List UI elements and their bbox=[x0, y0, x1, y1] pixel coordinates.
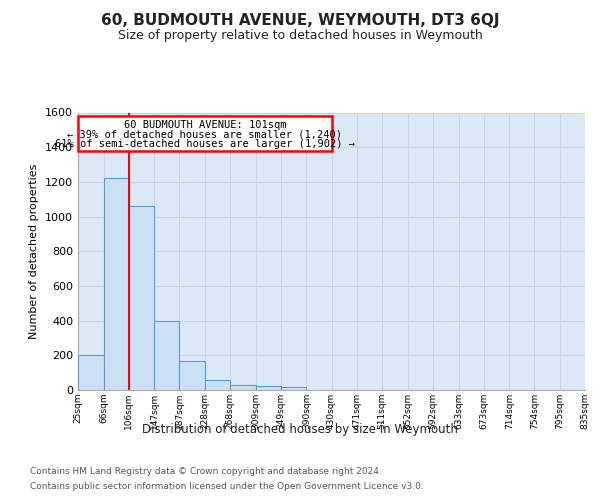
Text: Distribution of detached houses by size in Weymouth: Distribution of detached houses by size … bbox=[142, 422, 458, 436]
Text: Size of property relative to detached houses in Weymouth: Size of property relative to detached ho… bbox=[118, 29, 482, 42]
Text: ← 39% of detached houses are smaller (1,240): ← 39% of detached houses are smaller (1,… bbox=[67, 130, 342, 140]
Bar bbox=[128, 206, 154, 390]
Text: Contains HM Land Registry data © Crown copyright and database right 2024.: Contains HM Land Registry data © Crown c… bbox=[30, 467, 382, 476]
Bar bbox=[230, 385, 256, 390]
Bar bbox=[78, 356, 104, 390]
Bar bbox=[104, 178, 128, 390]
Bar bbox=[256, 386, 281, 390]
Bar bbox=[179, 362, 205, 390]
Y-axis label: Number of detached properties: Number of detached properties bbox=[29, 164, 40, 339]
Text: 60, BUDMOUTH AVENUE, WEYMOUTH, DT3 6QJ: 60, BUDMOUTH AVENUE, WEYMOUTH, DT3 6QJ bbox=[101, 12, 499, 28]
Text: Contains public sector information licensed under the Open Government Licence v3: Contains public sector information licen… bbox=[30, 482, 424, 491]
Bar bbox=[205, 380, 230, 390]
Text: 60 BUDMOUTH AVENUE: 101sqm: 60 BUDMOUTH AVENUE: 101sqm bbox=[124, 120, 286, 130]
Bar bbox=[154, 320, 179, 390]
Bar bbox=[281, 386, 307, 390]
Bar bbox=[78, 116, 331, 150]
Text: 61% of semi-detached houses are larger (1,902) →: 61% of semi-detached houses are larger (… bbox=[55, 140, 355, 149]
